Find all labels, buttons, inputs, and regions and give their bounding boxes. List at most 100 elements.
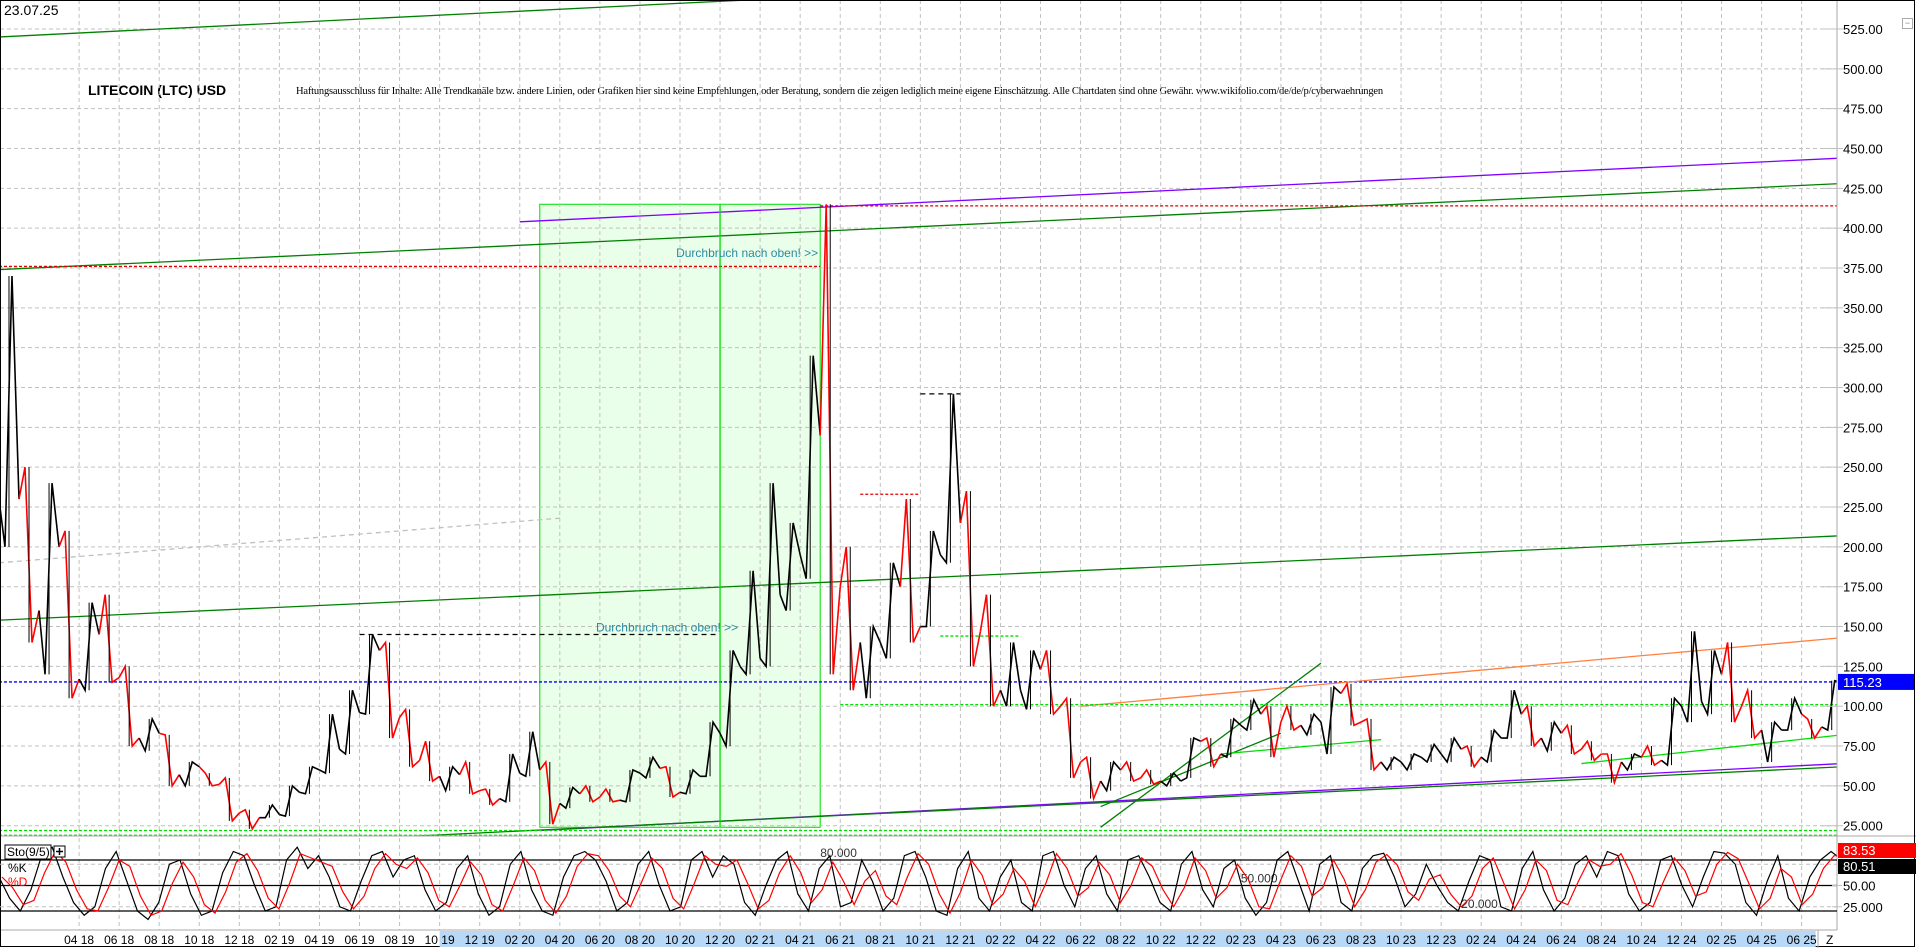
price-bar [1720, 642, 1743, 723]
price-bar [218, 776, 240, 823]
price-bar [1501, 690, 1523, 739]
date-axis-label: 02 22 [985, 933, 1015, 947]
stoch-d-line [1, 850, 1837, 917]
y-tick-label: 25.000 [1843, 819, 1883, 834]
y-tick-label: 175.00 [1843, 580, 1883, 595]
price-bar [1340, 681, 1362, 727]
date-axis-label: 10 18 [184, 933, 214, 947]
price-bar [920, 530, 942, 628]
y-tick-label: 525.00 [1843, 22, 1883, 37]
price-bar [1660, 696, 1683, 767]
price-bar [458, 759, 481, 795]
price-bar [1640, 744, 1662, 767]
stoch-y-tick-label: 25.000 [1843, 900, 1883, 915]
price-bar [1160, 771, 1182, 788]
disclaimer-text: Haftungsausschluss für Inhalte: Alle Tre… [296, 86, 1383, 97]
y-tick-label: 425.00 [1843, 181, 1883, 196]
date-axis-label: 06 20 [585, 933, 615, 947]
price-bar [438, 765, 461, 794]
price-bar [159, 732, 180, 789]
y-tick-label: 250.00 [1843, 460, 1883, 475]
zoom-end-button[interactable]: Z [1826, 933, 1833, 947]
price-bar [1260, 704, 1282, 758]
date-axis-label: 02 23 [1226, 933, 1256, 947]
price-bar [259, 803, 281, 819]
stoch-level-label: 80.000 [820, 846, 857, 860]
y-tick-label: 50.00 [1843, 779, 1876, 794]
price-bar [839, 546, 862, 691]
plus-icon [56, 848, 63, 855]
price-bar [1280, 703, 1302, 732]
date-axis-label: 12 19 [465, 933, 495, 947]
trend-line [519, 157, 1837, 223]
price-bar [1700, 650, 1723, 718]
price-bar [1140, 768, 1162, 786]
price-bar [899, 498, 922, 643]
price-bar [779, 522, 801, 611]
collapse-panel-button[interactable]: − [1902, 18, 1913, 29]
trend-line [1080, 637, 1837, 707]
stoch-panel: 80.000 50.000 20.000 [0, 846, 1837, 921]
price-bar [519, 731, 541, 778]
price-bar [719, 650, 741, 750]
price-bar [1601, 753, 1623, 786]
annotation-text: Durchbruch nach oben! >> [676, 246, 818, 260]
price-bar [0, 275, 20, 547]
price-bar [58, 530, 80, 699]
y-tick-label: 325.00 [1843, 341, 1883, 356]
date-axis-label: 12 23 [1426, 933, 1456, 947]
date-axis-label: 04 21 [785, 933, 815, 947]
trend-line [0, 0, 741, 38]
price-bar [238, 808, 261, 831]
current-price-badge [1838, 673, 1914, 690]
price-bar [1380, 756, 1402, 772]
date-axis-label: 04 19 [304, 933, 334, 947]
price-bar [1099, 760, 1122, 793]
stoch-k-value: 80.51 [1843, 859, 1876, 874]
price-bar [739, 570, 761, 677]
stoch-y-tick-label: 50.00 [1843, 879, 1876, 894]
price-bar [1520, 704, 1542, 748]
price-bar [639, 755, 661, 780]
price-bar [1080, 755, 1102, 802]
price-bar [1480, 728, 1502, 764]
date-axis-label: 02 21 [745, 933, 775, 947]
date-axis-label: 08 18 [144, 933, 174, 947]
price-bar [799, 355, 821, 579]
price-bar [359, 634, 381, 716]
price-bar [1360, 717, 1382, 772]
price-bar [939, 393, 962, 566]
price-bar [679, 768, 701, 795]
price-bar [118, 663, 140, 748]
price-bar [1220, 717, 1242, 759]
y-tick-label: 125.00 [1843, 659, 1883, 674]
date-axis-label: 02 19 [264, 933, 294, 947]
date-axis-label: 04 23 [1266, 933, 1296, 947]
y-tick-label: 100.00 [1843, 699, 1883, 714]
y-tick-label: 150.00 [1843, 620, 1883, 635]
date-axis-label: 10 21 [905, 933, 935, 947]
price-bar [1059, 696, 1082, 779]
date-axis-label: 04 20 [545, 933, 575, 947]
trend-line [0, 183, 1837, 271]
price-bar [1821, 679, 1837, 732]
y-tick-label: 450.00 [1843, 142, 1883, 157]
price-bar [1740, 687, 1763, 740]
y-tick-label: 475.00 [1843, 102, 1883, 117]
date-axis-label: 02 25 [1707, 933, 1737, 947]
price-bar [559, 786, 581, 810]
price-bar [1320, 685, 1342, 755]
y-tick-label: 75.00 [1843, 739, 1876, 754]
chart-title: LITECOIN (LTC) USD [88, 82, 227, 98]
price-bar [979, 594, 1002, 707]
date-axis-label: 02 20 [505, 933, 535, 947]
y-tick-label: 350.00 [1843, 301, 1883, 316]
price-bar [479, 788, 501, 807]
price-bar [398, 707, 421, 769]
annotation-text: Durchbruch nach oben! >> [596, 620, 738, 634]
price-bar [1420, 742, 1442, 764]
date-axis-label: 04 25 [1747, 933, 1777, 947]
stoch-level-label: 50.000 [1241, 872, 1278, 886]
y-tick-label: 275.00 [1843, 420, 1883, 435]
